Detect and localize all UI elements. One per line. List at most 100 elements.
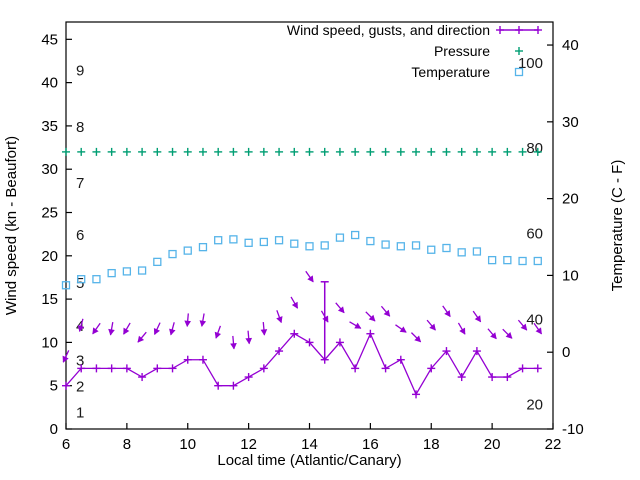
series-temperature	[61, 230, 542, 290]
x-tick-label: 12	[240, 436, 257, 453]
y2-tick-label: 30	[562, 114, 579, 131]
y-tick-label: 10	[41, 334, 58, 351]
temperature-point	[137, 266, 147, 275]
temperature-point	[214, 236, 223, 245]
y-tick-label: 5	[50, 378, 58, 395]
wind-arrow-head	[108, 328, 115, 336]
wind-arrow-head	[245, 337, 253, 345]
temperature-point	[153, 257, 162, 267]
wind-arrow	[260, 322, 268, 336]
x-tick-label: 8	[123, 436, 131, 453]
wind-arrow-head	[230, 343, 237, 350]
x-tick-label: 6	[62, 436, 70, 453]
temperature-point	[77, 275, 86, 284]
temperature-point	[183, 246, 192, 255]
legend-label: Pressure	[434, 43, 490, 59]
wind-arrow	[320, 310, 329, 323]
wind-arrow	[92, 322, 101, 335]
temperature-point	[381, 240, 390, 249]
wind-arrow	[123, 322, 131, 335]
wind-arrow-head	[414, 335, 422, 343]
x-tick-label: 16	[362, 436, 379, 453]
wind-arrow-head	[62, 355, 69, 363]
wind-arrow-head	[291, 301, 298, 309]
wind-arrow	[108, 322, 115, 336]
wind-arrow	[184, 313, 191, 327]
beaufort-label: 3	[76, 353, 84, 370]
temperature-point	[168, 249, 177, 259]
y2-tick-label: 10	[562, 267, 579, 284]
y-tick-label: 15	[41, 291, 58, 308]
wind-arrow-head	[505, 332, 513, 339]
wind-arrow	[442, 305, 451, 318]
wind-arrow	[230, 335, 237, 350]
wind-arrow-head	[77, 325, 85, 332]
right-axis-ticks: -10 0 10 20 30 40	[547, 37, 584, 438]
plot-frame	[65, 21, 554, 430]
series-wind	[62, 329, 542, 399]
temperature-point	[274, 236, 284, 245]
wind-arrow	[335, 302, 345, 314]
wind-arrow-head	[199, 320, 207, 327]
y-tick-label: 35	[41, 118, 58, 135]
y-tick-label: 25	[41, 205, 58, 222]
temperature-point	[92, 275, 101, 284]
wind-arrow	[214, 325, 222, 339]
wind-arrow-head	[490, 332, 497, 340]
temperature-point	[320, 241, 329, 250]
temperature-point	[259, 237, 268, 247]
wind-arrow	[502, 328, 513, 339]
beaufort-label: 7	[76, 175, 84, 192]
temperature-point	[366, 236, 375, 246]
temperature-point	[122, 267, 132, 276]
wind-arrow-head	[429, 323, 436, 331]
wind-arrow	[472, 310, 482, 323]
wind-arrow	[457, 322, 466, 335]
fahrenheit-label: 100	[518, 55, 543, 72]
temperature-point	[335, 233, 345, 242]
wind-arrow-head	[337, 306, 345, 314]
beaufort-label: 2	[76, 379, 84, 396]
temperature-point	[442, 243, 451, 253]
wind-arrow-head	[383, 309, 391, 317]
wind-arrow	[137, 331, 147, 343]
series-pressure	[62, 147, 542, 156]
wind-arrow-head	[399, 326, 407, 333]
fahrenheit-label: 40	[526, 311, 543, 328]
wind-arrow	[487, 328, 497, 340]
temperature-point	[290, 239, 299, 248]
legend-sample-marker	[514, 67, 524, 77]
temperature-point	[518, 256, 527, 266]
x-tick-label: 18	[423, 436, 440, 453]
wind-arrow-head	[276, 316, 283, 324]
x-tick-label: 22	[545, 436, 562, 453]
beaufort-label: 8	[76, 119, 84, 136]
wind-arrow-head	[92, 327, 99, 335]
x-tick-label: 20	[484, 436, 501, 453]
temperature-point	[351, 230, 360, 240]
temperature-point	[229, 235, 238, 244]
y-axis-title: Wind speed (kn - Beaufort)	[3, 136, 20, 315]
fahrenheit-label: 80	[526, 140, 543, 157]
wind-direction-arrows	[62, 270, 543, 363]
legend-label: Temperature	[411, 64, 490, 80]
y2-axis-title: Temperature (C - F)	[609, 160, 626, 292]
wind-arrow-head	[459, 327, 466, 335]
wind-arrow-head	[137, 335, 145, 343]
wind-arrow-head	[184, 320, 191, 327]
y2-tick-label: 20	[562, 191, 579, 208]
wind-arrow-head	[535, 327, 542, 335]
wind-arrow	[365, 311, 376, 322]
wind-arrow-head	[307, 275, 314, 283]
temperature-point	[503, 255, 512, 265]
temperature-point	[396, 242, 405, 251]
wind-arrow	[305, 270, 314, 283]
wind-arrow	[290, 296, 299, 309]
beaufort-label: 1	[76, 405, 84, 422]
beaufort-label: 9	[76, 63, 84, 80]
left-axis-ticks: 0 5 10 15 20 25 30 35 40 45	[41, 31, 72, 438]
legend-label: Wind speed, gusts, and direction	[287, 22, 490, 38]
temperature-point	[107, 268, 116, 278]
